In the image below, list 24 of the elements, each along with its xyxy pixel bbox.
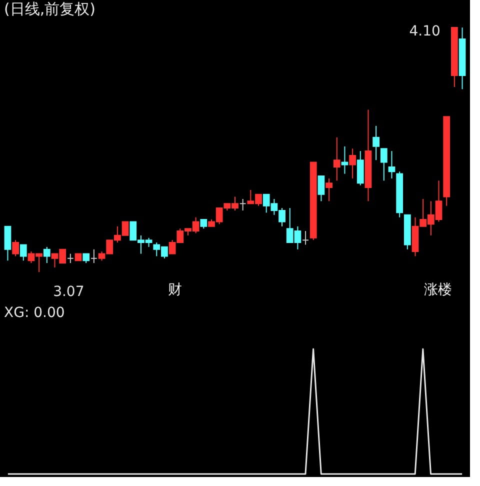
candlestick	[326, 178, 332, 202]
candlestick	[372, 125, 380, 161]
candlestick	[66, 253, 74, 264]
text: 涨楼	[424, 282, 452, 298]
text: 财	[168, 282, 182, 298]
candlestick	[380, 148, 388, 182]
candlestick	[239, 198, 246, 211]
candlestick	[388, 150, 396, 179]
candlestick	[302, 230, 309, 246]
candlestick	[200, 219, 208, 230]
chart-title: XG: 0.00	[4, 305, 65, 321]
candlestick	[4, 226, 12, 262]
candlestick	[333, 136, 340, 182]
candlestick	[43, 246, 50, 264]
candlestick	[12, 240, 19, 257]
text: 3.07	[53, 284, 84, 300]
candlestick	[90, 248, 98, 264]
candlestick	[20, 244, 27, 262]
candlestick	[82, 253, 90, 264]
candlestick	[349, 148, 356, 179]
chart-title: (日线,前复权)	[4, 0, 96, 18]
annotation: 4.10	[409, 24, 440, 40]
candlestick	[356, 150, 364, 186]
candlestick	[318, 175, 325, 202]
